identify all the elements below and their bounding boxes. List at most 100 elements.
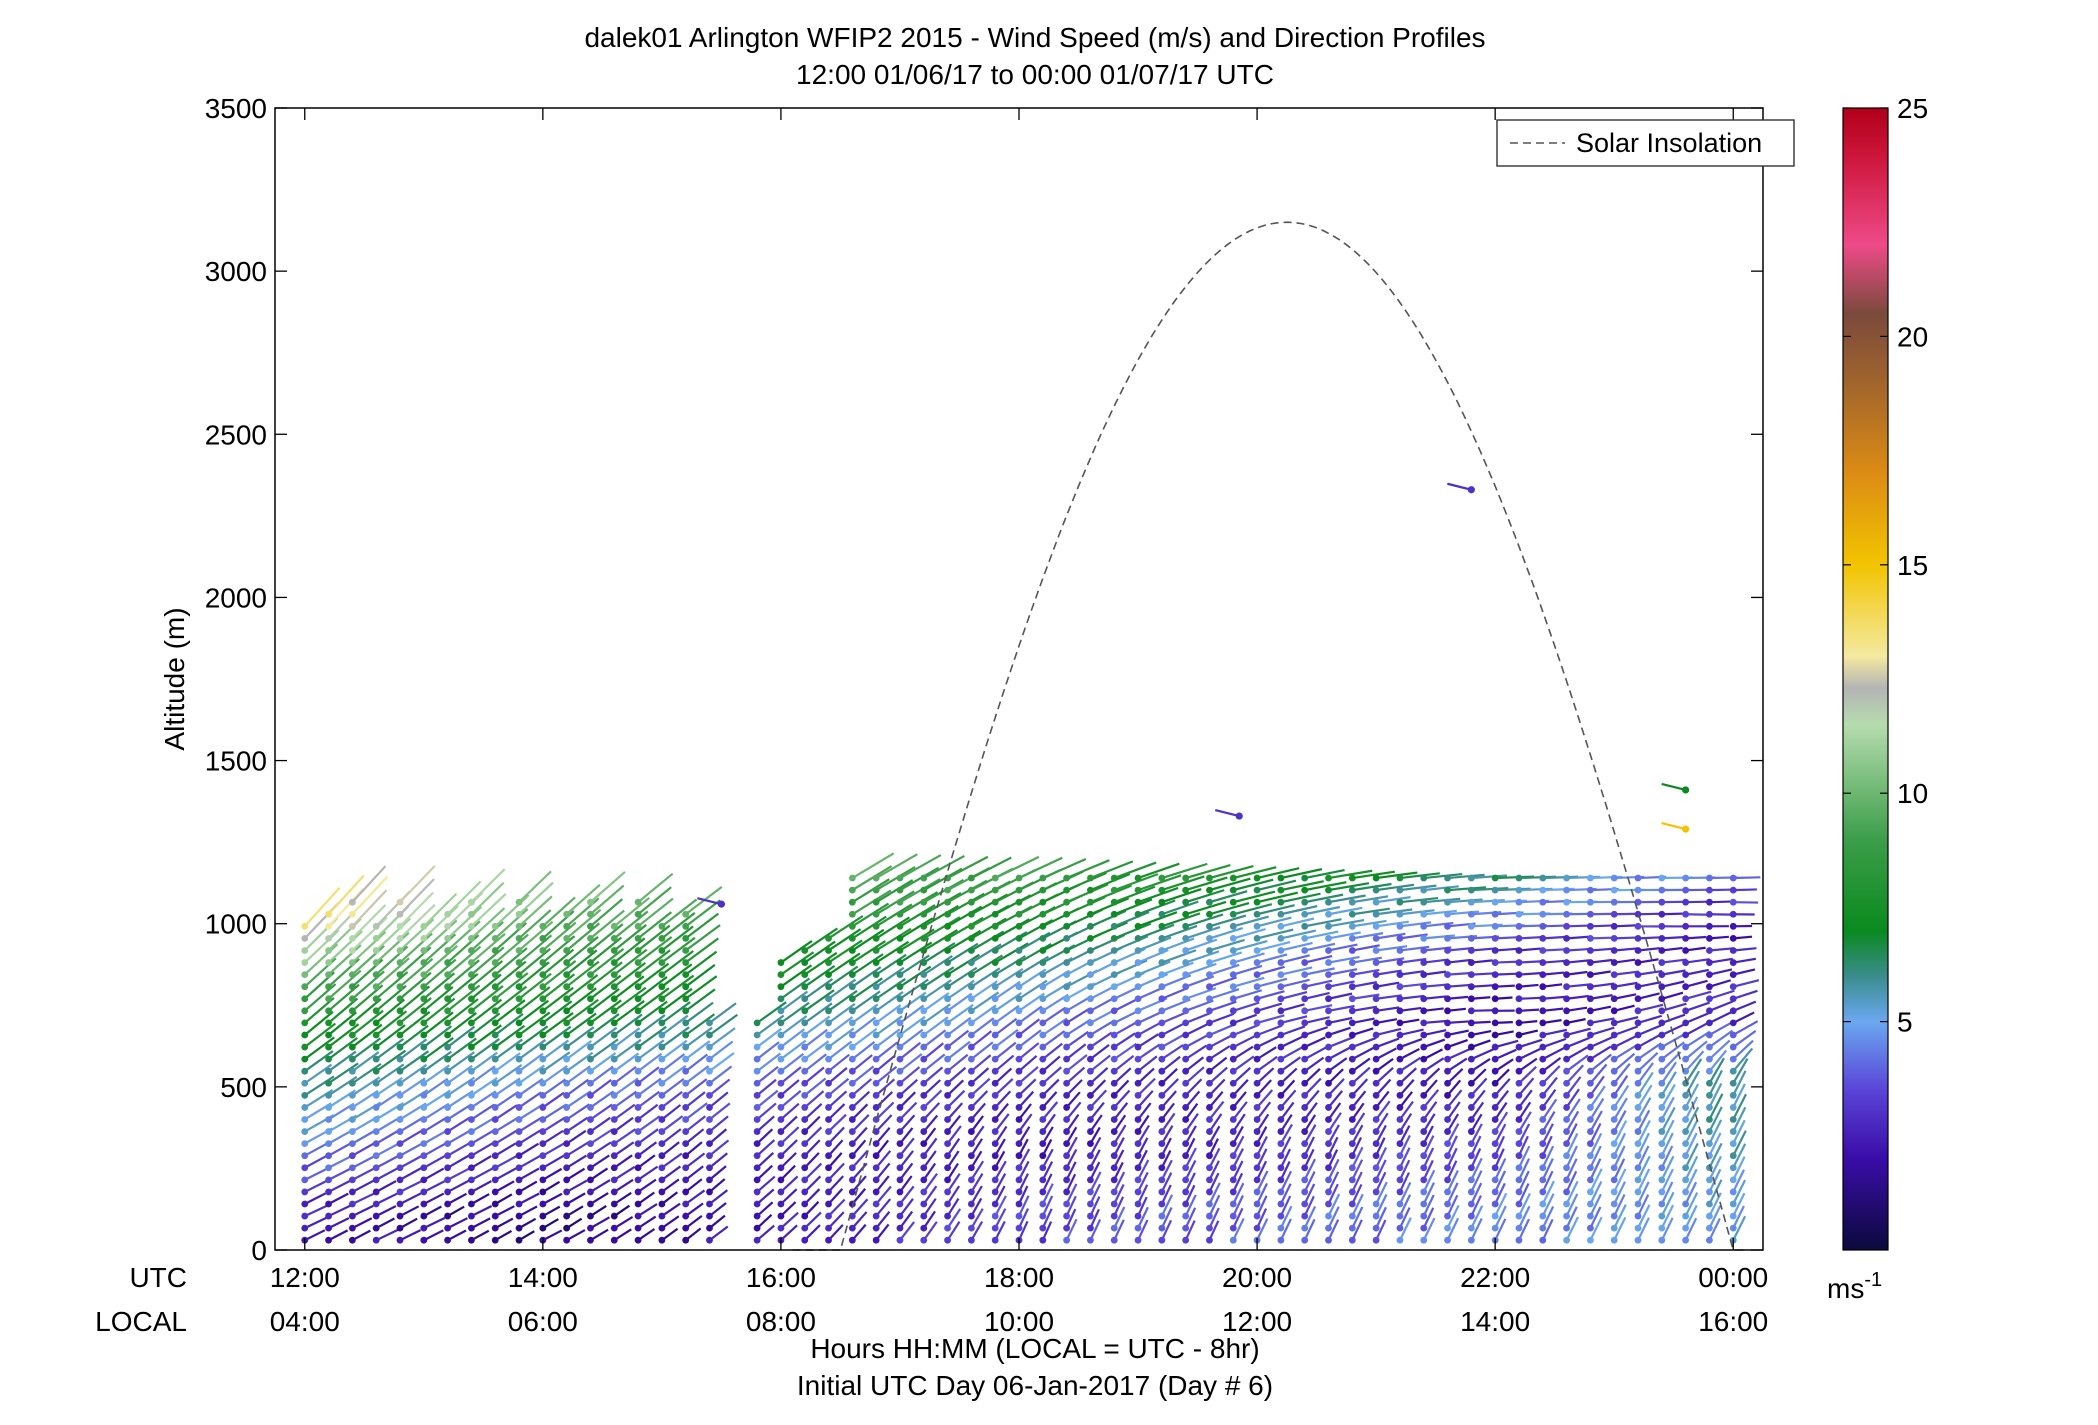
wind-point (1063, 1019, 1071, 1027)
wind-point (706, 1067, 713, 1075)
wind-point (563, 1079, 571, 1087)
wind-point (587, 1200, 594, 1208)
wind-barb (685, 988, 716, 1012)
wind-barb (399, 1179, 424, 1193)
wind-barb (1684, 1050, 1705, 1072)
wind-barb (1685, 979, 1708, 988)
wind-barb (589, 1128, 614, 1145)
wind-point (1087, 1164, 1094, 1172)
wind-barb (1422, 1101, 1438, 1121)
wind-point (1634, 1079, 1642, 1087)
wind-barb (970, 954, 1003, 976)
wind-point (872, 1043, 880, 1051)
wind-point (539, 1164, 547, 1172)
wind-point (1539, 1055, 1547, 1063)
wind-barb (1447, 958, 1471, 964)
wind-point (920, 1055, 928, 1063)
wind-barb (1042, 1042, 1063, 1060)
wind-barb (399, 997, 432, 1024)
wind-point (1206, 1007, 1213, 1015)
wind-barb (685, 1078, 708, 1097)
wind-barb (970, 1004, 997, 1024)
wind-barb (899, 941, 933, 964)
wind-barb (1471, 899, 1505, 904)
wind-barb (589, 1038, 619, 1061)
wind-point (1539, 1128, 1547, 1135)
wind-point (1015, 1128, 1023, 1135)
wind-point (825, 1176, 832, 1184)
wind-point (539, 1091, 547, 1099)
wind-point (1420, 1200, 1428, 1208)
wind-point (1729, 1104, 1737, 1111)
wind-barb (423, 1216, 446, 1230)
wind-barb (1732, 1205, 1745, 1229)
wind-barb (1304, 905, 1341, 916)
wind-point (1515, 983, 1523, 991)
wind-point (396, 1031, 404, 1039)
wind-point (1253, 1091, 1261, 1099)
wind-barb (1637, 1003, 1664, 1012)
wind-barb (1185, 938, 1218, 952)
wind-barb (804, 1066, 825, 1085)
wind-barb (780, 951, 815, 976)
wind-barb (1613, 1145, 1626, 1169)
wind-point (396, 1152, 404, 1160)
wind-barb (1613, 1074, 1629, 1096)
wind-barb (637, 1014, 666, 1036)
wind-barb (518, 1192, 540, 1205)
wind-point (1682, 1164, 1690, 1172)
wind-barb (1637, 969, 1663, 976)
wind-point (1539, 1043, 1547, 1051)
wind-barb (1518, 1111, 1532, 1133)
wind-point (1634, 1224, 1642, 1232)
wind-point (1563, 922, 1570, 930)
wind-point (1444, 1079, 1451, 1087)
wind-point (1515, 1031, 1523, 1039)
wind-barb (613, 1178, 634, 1193)
wind-barb (518, 1091, 542, 1109)
wind-point (348, 1091, 356, 1099)
wind-barb (1232, 952, 1265, 964)
wind-point (682, 1019, 690, 1027)
wind-barb (1137, 874, 1182, 892)
wind-point (1586, 922, 1594, 930)
wind-barb (1708, 1179, 1723, 1205)
wind-barb (1161, 912, 1201, 928)
wind-point (610, 1031, 618, 1039)
wind-point (325, 1116, 332, 1123)
wind-point (801, 1091, 809, 1099)
wind-point (1015, 898, 1023, 906)
wind-barb (1303, 1158, 1317, 1181)
wind-point (420, 1224, 428, 1232)
wind-point (825, 1007, 832, 1015)
wind-point (1015, 1176, 1023, 1184)
wind-point (1087, 1128, 1094, 1135)
wind-point (1586, 1164, 1594, 1172)
wind-point (1634, 1176, 1642, 1184)
wind-barb (1732, 1000, 1757, 1012)
wind-point (1348, 886, 1356, 894)
wind-barb (994, 1125, 1008, 1145)
wind-point (1229, 1164, 1237, 1172)
x-axis-label: Hours HH:MM (LOCAL = UTC - 8hr) (810, 1333, 1259, 1364)
wind-point (1420, 1067, 1428, 1075)
wind-point (1182, 947, 1190, 954)
wind-point (753, 1116, 761, 1123)
wind-point (1444, 1188, 1451, 1196)
wind-barb (1137, 886, 1179, 904)
wind-barb (613, 896, 650, 928)
wind-point (1063, 1055, 1071, 1063)
wind-point (587, 1079, 594, 1087)
wind-point (491, 971, 499, 979)
wind-point (967, 1091, 975, 1099)
wind-barb (1280, 941, 1313, 952)
wind-point (872, 1224, 880, 1232)
wind-point (610, 1152, 618, 1160)
wind-point (1729, 971, 1737, 979)
wind-point (801, 1212, 809, 1220)
wind-point (706, 1043, 713, 1051)
wind-barb (1375, 1057, 1394, 1073)
wind-barb (899, 1015, 926, 1036)
wind-barb (1684, 1106, 1700, 1133)
wind-point (1420, 1212, 1428, 1220)
